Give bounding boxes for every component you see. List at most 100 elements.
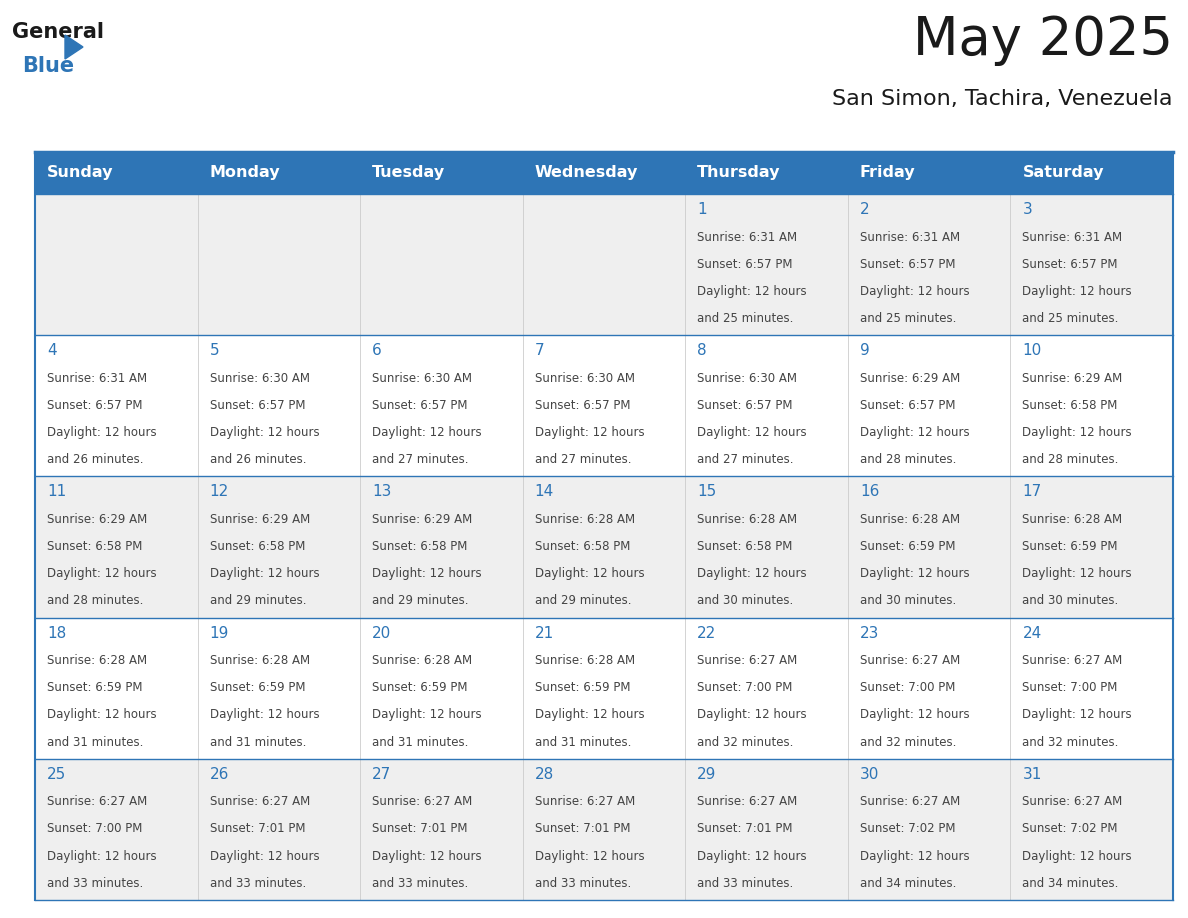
Text: and 25 minutes.: and 25 minutes.: [697, 312, 794, 325]
Text: Sunset: 7:00 PM: Sunset: 7:00 PM: [1023, 681, 1118, 694]
Text: Tuesday: Tuesday: [372, 165, 446, 181]
Text: 4: 4: [48, 343, 57, 358]
Text: Daylight: 12 hours: Daylight: 12 hours: [48, 567, 157, 580]
Text: Sunrise: 6:30 AM: Sunrise: 6:30 AM: [535, 372, 634, 385]
Text: Sunrise: 6:28 AM: Sunrise: 6:28 AM: [535, 513, 634, 526]
Text: Sunday: Sunday: [48, 165, 114, 181]
Text: and 34 minutes.: and 34 minutes.: [1023, 877, 1119, 890]
Text: Sunset: 7:01 PM: Sunset: 7:01 PM: [209, 823, 305, 835]
Text: and 30 minutes.: and 30 minutes.: [860, 594, 956, 608]
Text: Sunset: 6:57 PM: Sunset: 6:57 PM: [697, 398, 792, 412]
Text: Daylight: 12 hours: Daylight: 12 hours: [372, 850, 482, 863]
Text: Sunset: 6:59 PM: Sunset: 6:59 PM: [48, 681, 143, 694]
Text: and 28 minutes.: and 28 minutes.: [48, 594, 144, 608]
Text: Sunrise: 6:31 AM: Sunrise: 6:31 AM: [1023, 230, 1123, 243]
Bar: [34, 759, 1173, 900]
Text: Daylight: 12 hours: Daylight: 12 hours: [1023, 709, 1132, 722]
Text: and 30 minutes.: and 30 minutes.: [697, 594, 794, 608]
Text: Daylight: 12 hours: Daylight: 12 hours: [697, 285, 807, 297]
Text: and 32 minutes.: and 32 minutes.: [697, 735, 794, 748]
Text: Sunset: 7:01 PM: Sunset: 7:01 PM: [535, 823, 630, 835]
Text: and 29 minutes.: and 29 minutes.: [372, 594, 468, 608]
Text: Daylight: 12 hours: Daylight: 12 hours: [48, 426, 157, 439]
Text: and 33 minutes.: and 33 minutes.: [697, 877, 794, 890]
Text: Sunset: 6:59 PM: Sunset: 6:59 PM: [372, 681, 468, 694]
Polygon shape: [65, 35, 83, 59]
Text: and 33 minutes.: and 33 minutes.: [535, 877, 631, 890]
Text: Sunset: 7:00 PM: Sunset: 7:00 PM: [48, 823, 143, 835]
Bar: [34, 194, 1173, 335]
Text: Sunrise: 6:27 AM: Sunrise: 6:27 AM: [535, 795, 634, 809]
Text: 23: 23: [860, 625, 879, 641]
Text: 14: 14: [535, 485, 554, 499]
Text: and 27 minutes.: and 27 minutes.: [372, 453, 468, 466]
Text: Sunrise: 6:28 AM: Sunrise: 6:28 AM: [48, 655, 147, 667]
Text: Sunrise: 6:27 AM: Sunrise: 6:27 AM: [209, 795, 310, 809]
Bar: [34, 618, 1173, 759]
Text: Sunset: 7:01 PM: Sunset: 7:01 PM: [697, 823, 792, 835]
Text: Friday: Friday: [860, 165, 916, 181]
Text: and 26 minutes.: and 26 minutes.: [48, 453, 144, 466]
Text: Daylight: 12 hours: Daylight: 12 hours: [1023, 850, 1132, 863]
Text: 29: 29: [697, 767, 716, 782]
Text: May 2025: May 2025: [914, 14, 1173, 66]
Text: Sunset: 6:57 PM: Sunset: 6:57 PM: [697, 258, 792, 271]
Text: and 31 minutes.: and 31 minutes.: [48, 735, 144, 748]
Bar: [34, 335, 1173, 476]
Text: Sunset: 6:57 PM: Sunset: 6:57 PM: [372, 398, 468, 412]
Text: Sunset: 6:57 PM: Sunset: 6:57 PM: [860, 398, 955, 412]
Text: 12: 12: [209, 485, 229, 499]
Text: Sunrise: 6:31 AM: Sunrise: 6:31 AM: [48, 372, 147, 385]
Text: and 28 minutes.: and 28 minutes.: [860, 453, 956, 466]
Text: and 31 minutes.: and 31 minutes.: [372, 735, 468, 748]
Text: Sunrise: 6:28 AM: Sunrise: 6:28 AM: [860, 513, 960, 526]
Text: Sunrise: 6:27 AM: Sunrise: 6:27 AM: [372, 795, 473, 809]
Text: Sunset: 6:59 PM: Sunset: 6:59 PM: [535, 681, 630, 694]
Text: Daylight: 12 hours: Daylight: 12 hours: [860, 709, 969, 722]
Text: 2: 2: [860, 202, 870, 217]
Text: General: General: [12, 22, 105, 42]
Text: Sunset: 6:58 PM: Sunset: 6:58 PM: [372, 540, 468, 553]
Bar: [34, 152, 1173, 194]
Text: Sunrise: 6:28 AM: Sunrise: 6:28 AM: [1023, 513, 1123, 526]
Text: 28: 28: [535, 767, 554, 782]
Text: 18: 18: [48, 625, 67, 641]
Text: Daylight: 12 hours: Daylight: 12 hours: [535, 709, 644, 722]
Text: Sunset: 6:58 PM: Sunset: 6:58 PM: [697, 540, 792, 553]
Text: Sunrise: 6:27 AM: Sunrise: 6:27 AM: [860, 655, 960, 667]
Text: Sunrise: 6:31 AM: Sunrise: 6:31 AM: [697, 230, 797, 243]
Text: Sunrise: 6:30 AM: Sunrise: 6:30 AM: [209, 372, 310, 385]
Text: 8: 8: [697, 343, 707, 358]
Text: and 25 minutes.: and 25 minutes.: [1023, 312, 1119, 325]
Text: Sunset: 6:58 PM: Sunset: 6:58 PM: [48, 540, 143, 553]
Text: Sunrise: 6:28 AM: Sunrise: 6:28 AM: [372, 655, 473, 667]
Text: Daylight: 12 hours: Daylight: 12 hours: [697, 850, 807, 863]
Text: Sunrise: 6:27 AM: Sunrise: 6:27 AM: [860, 795, 960, 809]
Text: 17: 17: [1023, 485, 1042, 499]
Text: Sunset: 6:58 PM: Sunset: 6:58 PM: [1023, 398, 1118, 412]
Text: Sunrise: 6:27 AM: Sunrise: 6:27 AM: [697, 795, 797, 809]
Text: Sunrise: 6:29 AM: Sunrise: 6:29 AM: [372, 513, 473, 526]
Text: Sunrise: 6:27 AM: Sunrise: 6:27 AM: [697, 655, 797, 667]
Text: and 34 minutes.: and 34 minutes.: [860, 877, 956, 890]
Bar: [34, 476, 1173, 618]
Text: Daylight: 12 hours: Daylight: 12 hours: [48, 850, 157, 863]
Text: Daylight: 12 hours: Daylight: 12 hours: [372, 426, 482, 439]
Text: Sunset: 6:57 PM: Sunset: 6:57 PM: [860, 258, 955, 271]
Text: Daylight: 12 hours: Daylight: 12 hours: [1023, 567, 1132, 580]
Text: Daylight: 12 hours: Daylight: 12 hours: [860, 426, 969, 439]
Text: and 28 minutes.: and 28 minutes.: [1023, 453, 1119, 466]
Text: Wednesday: Wednesday: [535, 165, 638, 181]
Text: 5: 5: [209, 343, 220, 358]
Text: Sunrise: 6:28 AM: Sunrise: 6:28 AM: [535, 655, 634, 667]
Text: 26: 26: [209, 767, 229, 782]
Text: Sunrise: 6:30 AM: Sunrise: 6:30 AM: [372, 372, 472, 385]
Text: Sunrise: 6:31 AM: Sunrise: 6:31 AM: [860, 230, 960, 243]
Text: 22: 22: [697, 625, 716, 641]
Text: 15: 15: [697, 485, 716, 499]
Text: 3: 3: [1023, 202, 1032, 217]
Text: Sunset: 6:59 PM: Sunset: 6:59 PM: [860, 540, 955, 553]
Text: Daylight: 12 hours: Daylight: 12 hours: [372, 567, 482, 580]
Text: 25: 25: [48, 767, 67, 782]
Text: 27: 27: [372, 767, 391, 782]
